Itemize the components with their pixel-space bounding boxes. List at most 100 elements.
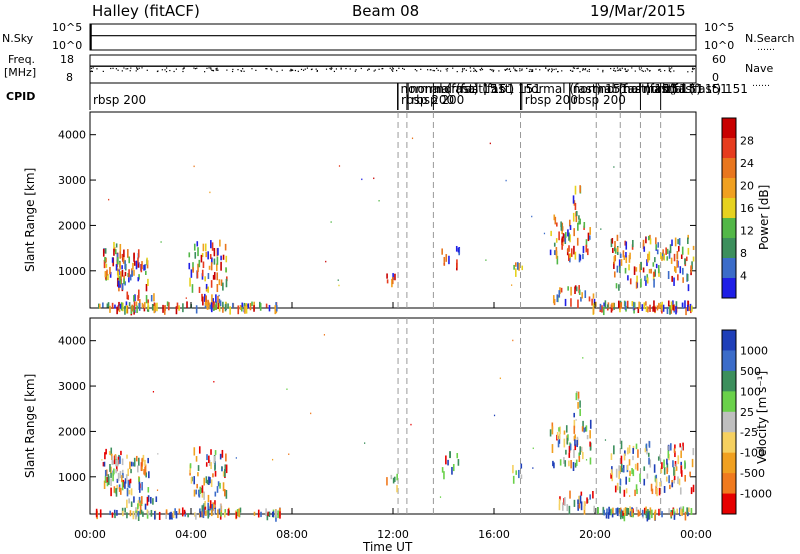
echo-cell <box>443 471 445 480</box>
echo-cell <box>222 305 224 313</box>
freq-point <box>514 70 516 72</box>
echo-cell <box>625 252 627 258</box>
echo-cell <box>210 449 212 455</box>
echo-cell <box>623 512 626 522</box>
echo-cell <box>628 444 631 454</box>
echo-cell <box>142 511 144 517</box>
echo-cell <box>667 450 670 459</box>
echo-cell <box>674 469 676 476</box>
echo-cell <box>137 249 140 258</box>
echo-cell <box>643 507 646 514</box>
echo-cell <box>620 463 623 473</box>
echo-cell <box>643 466 646 471</box>
freq-point <box>671 67 673 69</box>
echo-cell <box>632 239 634 248</box>
echo-cell <box>195 456 198 462</box>
freq-point <box>555 68 557 70</box>
echo-cell <box>130 468 132 474</box>
echo-cell <box>688 306 691 312</box>
echo-cell <box>578 285 580 294</box>
echo-cell <box>110 447 113 456</box>
freq-point <box>618 69 620 71</box>
echo-cell <box>129 461 131 470</box>
echo-cell <box>679 443 682 448</box>
echo-cell <box>654 306 656 313</box>
echo-cell <box>575 392 578 401</box>
echo-cell <box>561 502 564 511</box>
echo-cell <box>671 275 673 282</box>
echo-cell <box>220 255 222 261</box>
echo-cell <box>201 293 203 302</box>
echo-cell <box>119 262 121 270</box>
echo-cell <box>592 303 595 311</box>
echo-cell <box>612 302 615 308</box>
echo-cell <box>642 267 645 273</box>
echo-cell <box>213 272 216 280</box>
echo-cell <box>212 298 214 303</box>
echo-cell <box>210 280 213 288</box>
freq-point <box>577 67 579 69</box>
echo-cell <box>225 278 228 288</box>
colorbar-swatch <box>722 218 736 239</box>
echo-cell <box>224 464 227 472</box>
echo-cell <box>610 508 612 516</box>
echo-cell <box>673 304 675 311</box>
echo-cell <box>268 511 271 517</box>
echo-cell <box>589 227 591 235</box>
echo-cell <box>655 244 657 250</box>
echo-cell <box>207 494 210 503</box>
echo-cell <box>221 466 223 472</box>
echo-cell <box>690 265 693 273</box>
echo-cell <box>616 247 619 252</box>
echo-cell <box>141 302 144 309</box>
echo-cell <box>190 476 193 484</box>
echo-cell <box>271 458 274 461</box>
echo-cell <box>574 185 577 195</box>
echo-cell <box>147 495 150 502</box>
echo-cell <box>112 472 114 482</box>
freq-point <box>91 70 93 73</box>
freq-point <box>255 69 257 71</box>
echo-cell <box>670 301 673 310</box>
colorbar-swatch <box>722 432 736 454</box>
cpid-label: normal (fast) 151 <box>410 82 514 96</box>
echo-cell <box>661 511 663 518</box>
echo-cell <box>108 476 110 485</box>
freq-point <box>251 68 253 70</box>
echo-cell <box>111 456 114 465</box>
echo-cell <box>113 509 116 516</box>
echo-cell <box>628 254 631 263</box>
echo-cell <box>109 464 111 472</box>
echo-cell <box>679 509 682 516</box>
freq-point <box>620 69 622 71</box>
freq-point <box>169 69 171 72</box>
echo-cell <box>330 221 332 223</box>
freq-point <box>551 68 553 70</box>
freq-point <box>436 67 438 70</box>
echo-cell <box>204 243 207 252</box>
freq-point <box>183 67 186 69</box>
echo-cell <box>199 511 202 518</box>
echo-cell <box>257 509 260 518</box>
echo-cell <box>659 454 661 460</box>
freq-point <box>659 68 661 70</box>
freq-point <box>215 69 217 71</box>
freq-point <box>427 69 429 71</box>
echo-cell <box>572 212 575 222</box>
echo-cell <box>212 473 214 478</box>
echo-cell <box>631 467 633 475</box>
echo-cell <box>193 447 196 456</box>
echo-cell <box>632 301 635 311</box>
echo-cell <box>690 507 693 515</box>
freq-point <box>624 68 626 70</box>
echo-cell <box>560 287 563 293</box>
echo-cell <box>224 469 226 478</box>
colorbar-swatch <box>722 258 736 279</box>
echo-cell <box>673 466 675 476</box>
x-tick-label: 08:00 <box>276 528 308 541</box>
echo-cell <box>564 232 567 238</box>
freq-point <box>381 68 383 70</box>
echo-cell <box>138 487 141 493</box>
echo-cell <box>569 443 572 451</box>
echo-cell <box>103 259 106 269</box>
